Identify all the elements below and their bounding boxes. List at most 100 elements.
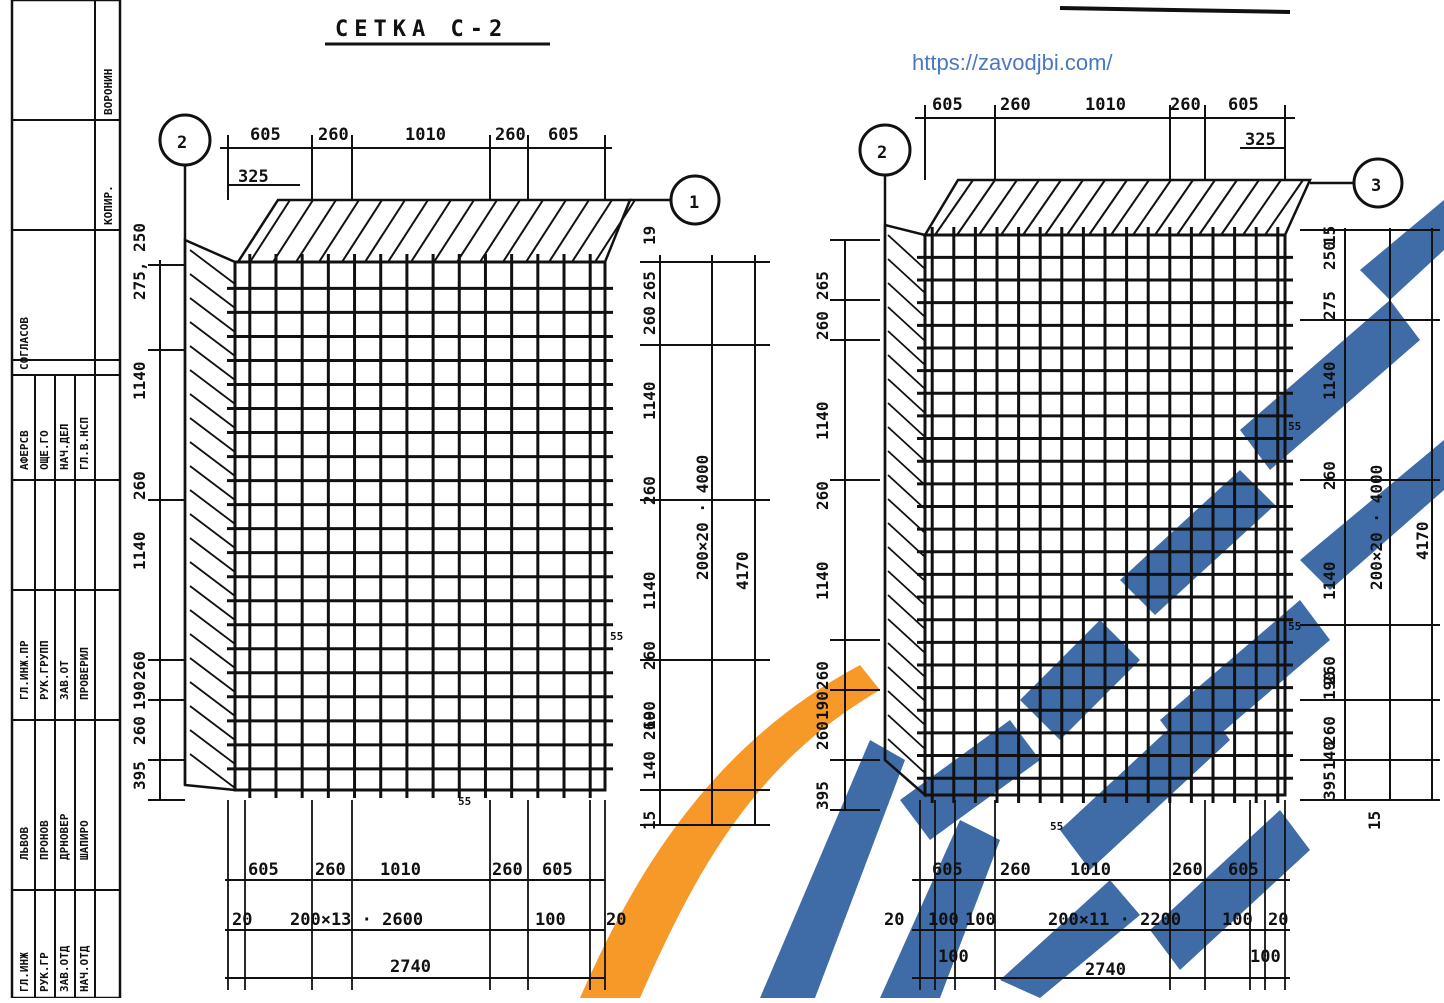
left-bottom-total-label: 2740	[390, 957, 431, 977]
stamp-cell-label: РУК.ГРУПП	[38, 640, 51, 700]
stamp-cell-label: ПРОВЕРИЛ	[78, 647, 91, 700]
site-url-link[interactable]: https://zavodjbi.com/	[912, 50, 1113, 76]
left-right-total-dim-label: 4170	[733, 551, 752, 590]
right-title-underline	[1060, 8, 1290, 12]
stamp-bottom-label: НАЧ.ОТД	[78, 945, 91, 992]
left-hatch-line	[250, 200, 290, 262]
right-side-note-label: 55	[1288, 620, 1301, 633]
right-left-dim-label: 260	[813, 311, 832, 340]
left-right-inner-dim-label: 260	[640, 641, 659, 670]
left-bottom-dim-mid-label: 20	[606, 910, 626, 930]
right-marker-3-label: 3	[1371, 176, 1381, 196]
right-bottom-dim-top-label: 605	[932, 860, 963, 880]
right-left-dim-label: 1140	[813, 401, 832, 440]
right-right-inner-dim-label: 190	[1320, 671, 1339, 700]
right-bottom-dim-mid-label: 20	[1268, 910, 1288, 930]
left-left-dim-label: 1140	[130, 531, 149, 570]
right-hatch-line	[1023, 180, 1061, 235]
right-bottom-dim-top-label: 1010	[1070, 860, 1111, 880]
left-left-dim-label: 260	[130, 651, 149, 680]
left-bottom-dim-top-label: 1010	[380, 860, 421, 880]
left-marker-2-label: 2	[177, 133, 187, 153]
left-right-inner-dim-label: 260	[640, 306, 659, 335]
right-hatch-line	[1001, 180, 1039, 235]
left-hatch-line	[388, 200, 428, 262]
left-right-inner-dim-label: 260	[640, 476, 659, 505]
left-hatch-line	[595, 200, 635, 262]
stamp-side-label: СОГЛАСОВ	[18, 317, 31, 370]
left-hatch-line	[342, 200, 382, 262]
left-hatch-line	[411, 200, 451, 262]
right-hatch-line	[1177, 180, 1215, 235]
right-bottom-dim-mid-label: 200×11 · 2200	[1048, 910, 1181, 930]
stamp-cell-label: АФЕРСВ	[18, 430, 31, 470]
right-hatch-line	[1089, 180, 1127, 235]
left-mesh-border	[235, 262, 605, 790]
left-right-inner-dim-label: 260	[640, 711, 659, 740]
right-top-dim-label: 605	[932, 95, 963, 115]
right-bottom-dim-mid-label: 100	[965, 910, 996, 930]
right-right-inner-dim-label: 15	[1365, 811, 1384, 830]
right-left-dim-label: 260	[813, 721, 832, 750]
stamp-cell-label: ПРОНОВ	[38, 820, 51, 860]
left-hatch-line	[526, 200, 566, 262]
right-left-dim-label: 260	[813, 661, 832, 690]
stamp-cell-label: ШАПИРО	[78, 820, 91, 860]
stamp-cell-label: ГЛ.ИНЖ.ПР	[18, 640, 31, 700]
left-title: СЕТКА С-2	[335, 17, 508, 42]
left-top-hatch-strip	[238, 200, 630, 262]
right-bottom-dim-mid-label: 100	[1222, 910, 1253, 930]
right-bottom-dim-low-label: 100	[1250, 947, 1281, 967]
right-right-inner-dim-label: 260	[1320, 716, 1339, 745]
right-left-dim-label: 260	[813, 481, 832, 510]
right-left-dim-label: 190	[813, 691, 832, 720]
left-hatch-line	[480, 200, 520, 262]
left-left-dim-label: 190	[130, 681, 149, 710]
right-hatch-line	[957, 180, 995, 235]
left-top-dim-label: 260	[318, 125, 349, 145]
right-right-inner-dim-label: 275	[1320, 291, 1339, 320]
right-right-inner-dim-label: 140	[1320, 741, 1339, 770]
stamp-cell-label: ЛЬВОВ	[18, 827, 31, 860]
left-bottom-dim-mid-label: 100	[535, 910, 566, 930]
left-top-dim-label: 260	[495, 125, 526, 145]
left-hatch-line	[296, 200, 336, 262]
stamp-cell-label: ЗАВ.ОТ	[58, 660, 71, 700]
right-hatch-line	[1199, 180, 1237, 235]
stamp-cell-label: ОЩЕ.ГО	[38, 430, 51, 470]
left-hatch-line	[273, 200, 313, 262]
left-hatch-line	[319, 200, 359, 262]
left-bottom-dim-top-label: 260	[492, 860, 523, 880]
left-right-inner-dim-label: 140	[640, 751, 659, 780]
right-right-outer-dim-label: 200×20 · 4000	[1367, 465, 1386, 590]
left-bottom-dim-top-label: 260	[315, 860, 346, 880]
right-side-note-label: 55	[1050, 820, 1063, 833]
left-right-outer-dim-label: 200×20 · 4000	[693, 455, 712, 580]
right-bottom-dim-top-label: 260	[1000, 860, 1031, 880]
stamp-bottom-label: ГЛ.ИНЖ	[18, 952, 31, 992]
left-hatch-line	[503, 200, 543, 262]
right-right-inner-dim-label: 1140	[1320, 561, 1339, 600]
right-hatch-line	[1045, 180, 1083, 235]
left-left-dim-label: 260	[130, 716, 149, 745]
right-hatch-line	[979, 180, 1017, 235]
left-right-inner-dim-label: 15	[640, 811, 659, 830]
left-marker-1-label: 1	[689, 193, 699, 213]
left-right-inner-dim-label: 19	[640, 226, 659, 245]
left-bottom-dim-top-label: 605	[248, 860, 279, 880]
right-hatch-line	[1221, 180, 1259, 235]
right-hatch-line	[1155, 180, 1193, 235]
left-bottom-dim-mid-label: 20	[232, 910, 252, 930]
right-side-note-label: 55	[1288, 420, 1301, 433]
right-offset-dim-label: 325	[1245, 130, 1276, 150]
left-right-inner-dim-label: 265	[640, 271, 659, 300]
left-hatch-line	[549, 200, 589, 262]
right-right-inner-dim-label: 1140	[1320, 361, 1339, 400]
right-bottom-dim-low-label: 100	[938, 947, 969, 967]
left-hatch-line	[572, 200, 612, 262]
left-side-note-label: 55	[610, 630, 623, 643]
left-hatch-line	[434, 200, 474, 262]
left-offset-dim-label: 325	[238, 167, 269, 187]
left-side-note-label: 55	[458, 795, 471, 808]
